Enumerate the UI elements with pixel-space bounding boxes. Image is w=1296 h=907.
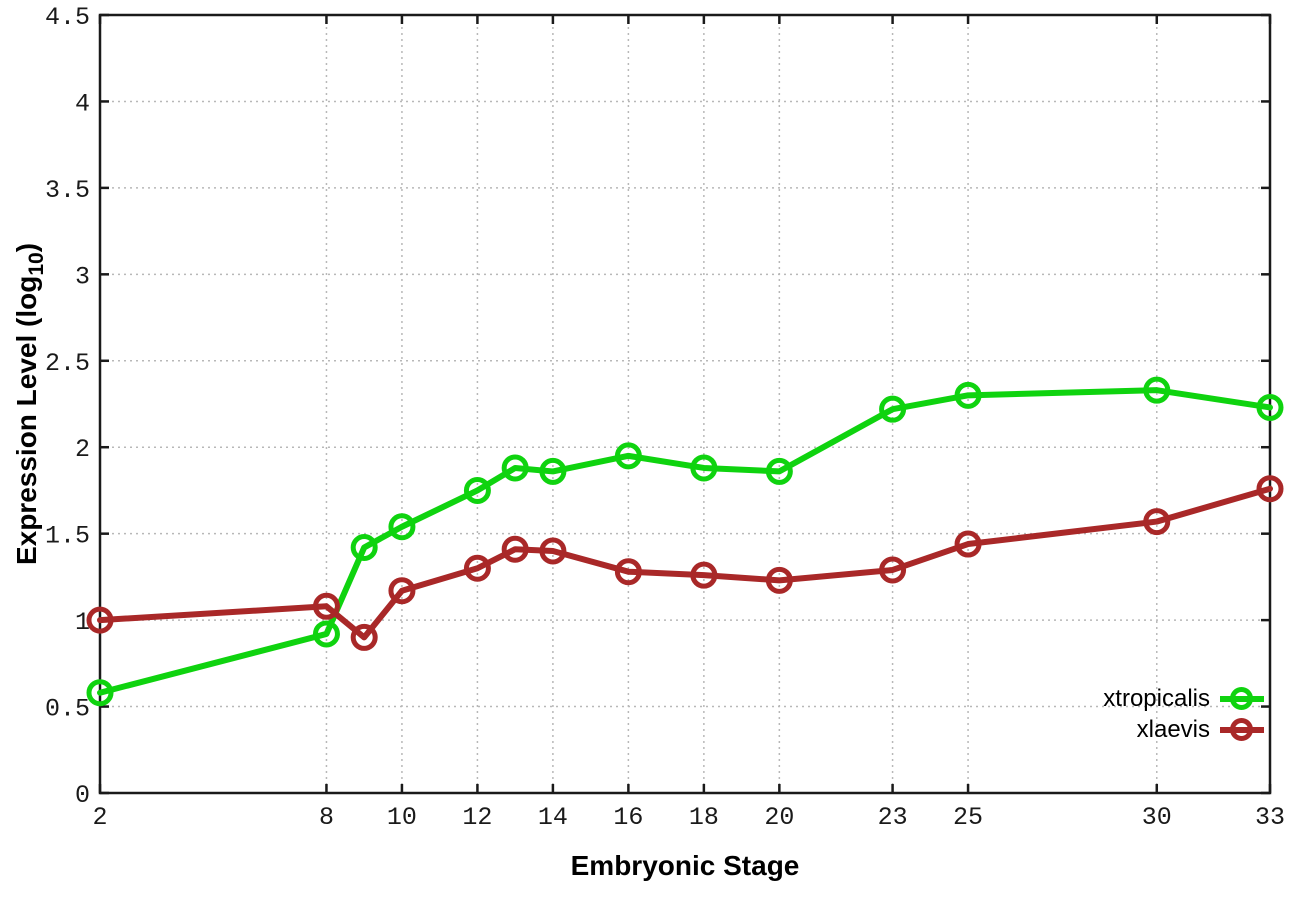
- xtropicalis-data-point: [350, 533, 378, 561]
- y-tick-label: 2: [75, 435, 90, 464]
- y-axis-title-suffix: ): [11, 242, 42, 253]
- x-tick-label: 8: [319, 803, 334, 832]
- y-axis-title-text: Expression Level (log: [11, 275, 42, 566]
- xtropicalis-series-line: [97, 387, 1273, 696]
- xlaevis-data-point: [1143, 508, 1171, 536]
- xtropicalis-data-point: [614, 442, 642, 470]
- x-axis-title: Embryonic Stage: [570, 850, 800, 881]
- x-tick-label: 20: [764, 803, 794, 832]
- xlaevis-data-point: [86, 606, 114, 634]
- xlaevis-data-point: [1256, 475, 1284, 503]
- legend-point-sample: [1230, 718, 1253, 741]
- xtropicalis-data-point: [501, 454, 529, 482]
- xlaevis-series-line: [97, 485, 1273, 641]
- x-tick-label: 33: [1255, 803, 1285, 832]
- xlaevis-data-point: [765, 566, 793, 594]
- x-tick-label: 30: [1142, 803, 1172, 832]
- xlaevis-data-point: [614, 558, 642, 586]
- xlaevis-data-point: [463, 554, 491, 582]
- y-tick-label: 4.5: [45, 3, 90, 32]
- xlaevis-data-point: [501, 535, 529, 563]
- x-tick-label: 12: [462, 803, 492, 832]
- xtropicalis-data-point: [388, 513, 416, 541]
- plot-border: [98, 13, 1272, 795]
- y-tick-label: 3: [75, 262, 90, 291]
- legend-marker-icon: [1220, 718, 1264, 742]
- legend-label: xlaevis: [1136, 716, 1210, 743]
- y-tick-label: 2.5: [45, 349, 90, 378]
- xlaevis-data-point: [690, 561, 718, 589]
- xtropicalis-data-point: [690, 454, 718, 482]
- y-tick-label: 3.5: [45, 176, 90, 205]
- xlaevis-data-point: [879, 556, 907, 584]
- xtropicalis-data-point: [954, 381, 982, 409]
- y-tick-label: 4: [75, 89, 90, 118]
- y-tick-label: 1: [75, 608, 90, 637]
- xtropicalis-data-point: [463, 476, 491, 504]
- xtropicalis-data-point: [879, 395, 907, 423]
- xtropicalis-data-point: [86, 679, 114, 707]
- legend-marker-icon: [1220, 687, 1264, 711]
- xtropicalis-data-point: [1256, 393, 1284, 421]
- x-tick-label: 14: [538, 803, 568, 832]
- xlaevis-data-point: [350, 623, 378, 651]
- xtropicalis-data-point: [539, 457, 567, 485]
- legend-point-sample: [1230, 687, 1253, 710]
- xlaevis-data-point: [388, 577, 416, 605]
- xtropicalis-data-point: [312, 620, 340, 648]
- xlaevis-data-point: [954, 530, 982, 558]
- y-tick-label: 0: [75, 781, 90, 810]
- legend-item-xlaevis: xlaevis: [1137, 718, 1264, 742]
- x-tick-label: 16: [613, 803, 643, 832]
- xlaevis-data-point: [539, 537, 567, 565]
- x-tick-label: 25: [953, 803, 983, 832]
- x-tick-label: 18: [689, 803, 719, 832]
- x-tick-label: 10: [387, 803, 417, 832]
- y-tick-label: 1.5: [45, 522, 90, 551]
- legend: xtropicalis xlaevis: [1103, 687, 1264, 742]
- xlaevis-data-point: [312, 592, 340, 620]
- x-tick-label: 2: [92, 803, 107, 832]
- legend-label: xtropicalis: [1103, 685, 1210, 712]
- legend-item-xtropicalis: xtropicalis: [1103, 687, 1264, 711]
- xtropicalis-data-point: [1143, 376, 1171, 404]
- y-axis-title-subscript: 10: [25, 252, 48, 276]
- y-axis-title: Expression Level (log10): [11, 243, 49, 565]
- y-tick-label: 0.5: [45, 695, 90, 724]
- xtropicalis-data-point: [765, 457, 793, 485]
- x-tick-label: 23: [878, 803, 908, 832]
